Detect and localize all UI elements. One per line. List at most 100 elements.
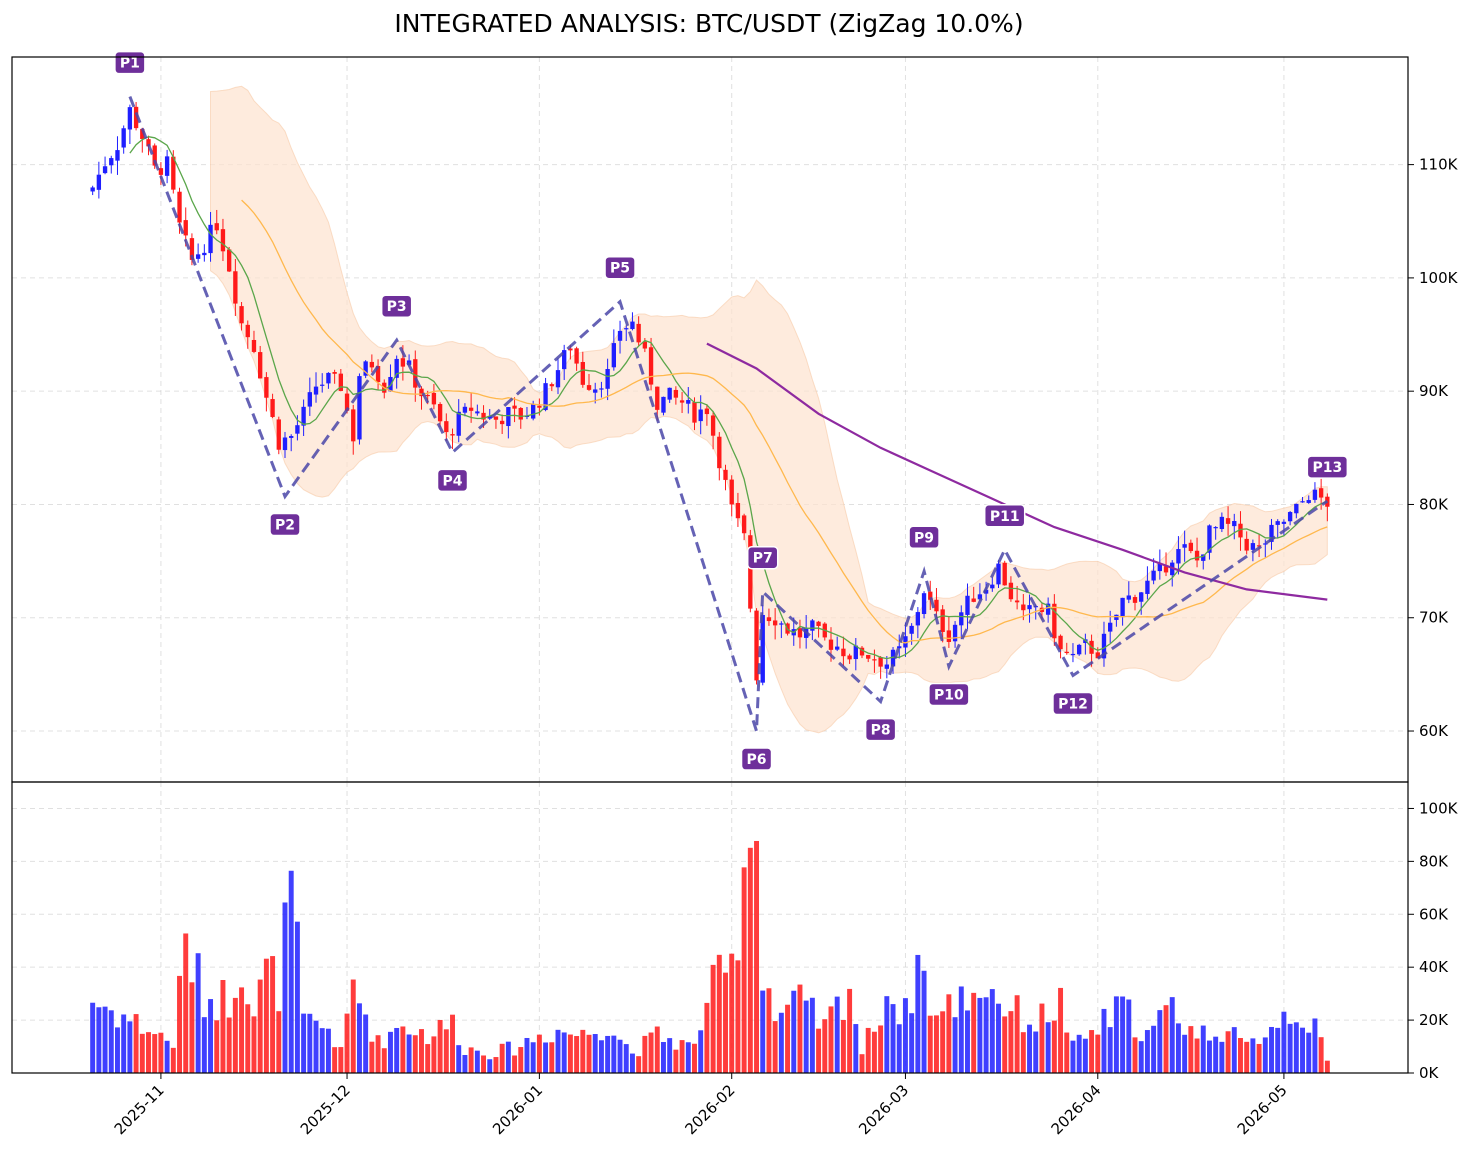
volume-bar <box>1182 1034 1188 1073</box>
candle-body <box>326 372 331 384</box>
volume-bar <box>1058 987 1064 1073</box>
volume-bar <box>1312 1018 1318 1073</box>
volume-bar <box>344 1013 350 1073</box>
volume-bar <box>294 921 300 1073</box>
zigzag-label-text: P10 <box>934 687 964 703</box>
volume-bar <box>611 1035 617 1073</box>
volume-bar <box>226 1017 232 1073</box>
candle-body <box>959 612 964 626</box>
volume-bar <box>524 1037 530 1073</box>
volume-bar <box>1107 1027 1113 1073</box>
candle-body <box>276 419 281 450</box>
candle-body <box>338 373 344 391</box>
candle-body <box>568 348 573 351</box>
volume-bar <box>1219 1041 1225 1073</box>
candle-body <box>1058 635 1063 650</box>
volume-bar <box>220 980 226 1073</box>
volume-bar <box>493 1057 499 1073</box>
candle-body <box>1120 597 1125 618</box>
candle-body <box>772 620 778 626</box>
candle-body <box>1219 516 1225 530</box>
candle-body <box>735 503 741 519</box>
volume-bar <box>1293 1022 1299 1073</box>
candle-body <box>859 647 865 656</box>
candle-body <box>1132 597 1138 603</box>
candle-body <box>971 598 976 602</box>
zigzag-labels: P1 P2 P3 P4 P5 P6 P7 P8 P9 P10 P11 P12 P13 <box>114 50 1349 771</box>
candle-body <box>351 409 356 442</box>
zigzag-label-box <box>269 512 301 537</box>
candle-body <box>109 158 114 166</box>
volume-bar <box>257 979 263 1073</box>
candlesticks <box>90 101 1330 686</box>
volume-bar <box>567 1034 573 1073</box>
candle-body <box>611 343 617 368</box>
candle-body <box>760 614 765 683</box>
volume-tick-label: 0K <box>1419 1064 1440 1082</box>
volume-bar <box>208 999 214 1073</box>
volume-bar <box>350 979 356 1073</box>
volume-bar <box>313 1020 319 1073</box>
candle-body <box>537 405 542 408</box>
zigzag-label-text: P9 <box>914 530 934 546</box>
volume-bar <box>1045 1022 1051 1073</box>
candle-body <box>1213 527 1218 529</box>
volume-bar <box>158 1032 164 1073</box>
volume-bar <box>139 1033 145 1073</box>
zigzag-label-p11: P11 <box>983 504 1026 528</box>
volume-bar <box>580 1029 586 1073</box>
candle-body <box>704 408 710 415</box>
candle-body <box>599 388 604 390</box>
candle-body <box>121 128 126 148</box>
candle-body <box>574 348 579 364</box>
volume-bar <box>307 1013 313 1073</box>
volume-bar <box>741 867 747 1073</box>
candle-body <box>915 612 921 626</box>
volume-bar <box>1020 1032 1026 1073</box>
candle-body <box>518 408 523 420</box>
candle-body <box>1045 603 1051 615</box>
price-tick-label: 70K <box>1419 609 1449 627</box>
price-tick-label: 90K <box>1419 382 1449 400</box>
volume-bar <box>1256 1043 1262 1073</box>
zigzag-label-text: P13 <box>1312 460 1342 476</box>
candle-body <box>667 387 672 400</box>
volume-bar <box>512 1055 518 1073</box>
candle-body <box>897 646 902 649</box>
volume-bar <box>909 1013 915 1073</box>
candle-body <box>152 145 157 166</box>
candle-body <box>1281 521 1287 524</box>
volume-bar <box>189 982 195 1073</box>
volume-bar <box>977 997 983 1073</box>
candle-body <box>648 347 654 385</box>
zigzag-label-box <box>746 545 779 570</box>
candle-body <box>1163 566 1169 573</box>
zigzag-label-p1: P1 <box>114 50 146 75</box>
candle-body <box>1108 622 1113 632</box>
volume-bar <box>425 1044 431 1073</box>
zigzag-label-box <box>864 717 897 742</box>
candle-body <box>146 139 151 147</box>
candle-body <box>1201 554 1206 561</box>
volume-tick-label: 40K <box>1419 958 1449 976</box>
volume-bar <box>1213 1036 1219 1073</box>
candle-body <box>1052 603 1057 639</box>
volume-bar <box>1318 1037 1324 1073</box>
candle-body <box>1114 614 1119 620</box>
candle-body <box>580 361 585 385</box>
x-tick-label: 2025-11 <box>111 1081 168 1138</box>
volume-bar <box>1126 999 1132 1073</box>
volume-bar <box>1014 995 1020 1073</box>
zigzag-label-p10: P10 <box>928 682 970 707</box>
zigzag-label-text: P7 <box>753 551 773 567</box>
candle-body <box>884 664 889 669</box>
volume-bar <box>685 1042 691 1073</box>
volume-bar <box>1002 1016 1008 1073</box>
zigzag-label-p3: P3 <box>380 294 413 318</box>
x-tick-label: 2026-03 <box>855 1081 912 1138</box>
volume-bar <box>710 964 716 1073</box>
volume-bar <box>828 1006 834 1073</box>
volume-bar <box>747 847 753 1073</box>
volume-bar <box>214 1020 220 1073</box>
volume-bar <box>667 1038 673 1073</box>
